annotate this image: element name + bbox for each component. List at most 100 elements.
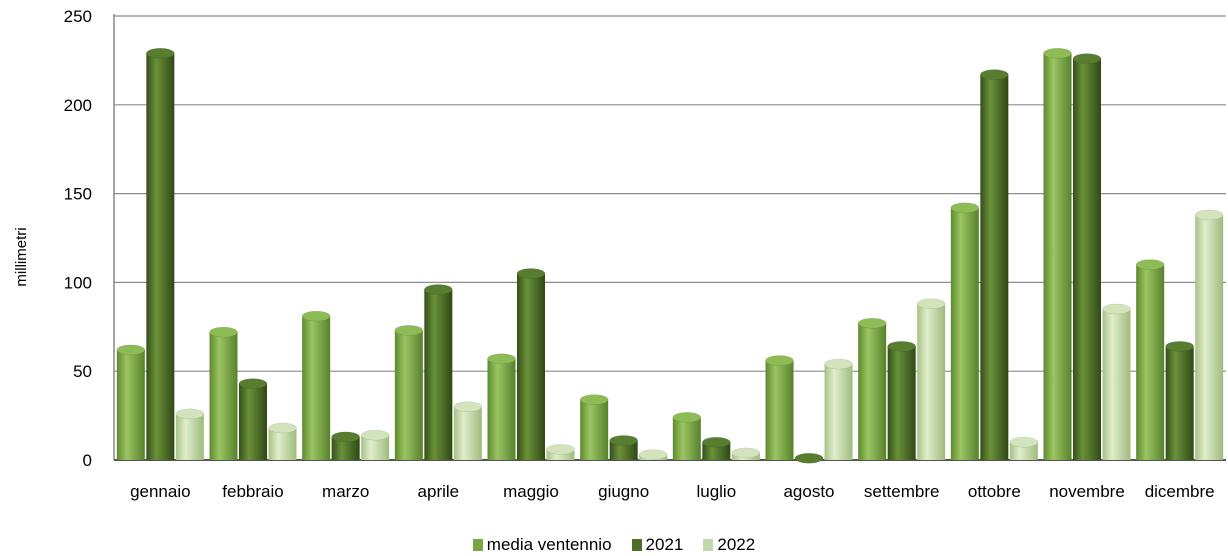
bar-body [546, 449, 575, 460]
bar [638, 449, 668, 460]
bar-top [1194, 209, 1224, 221]
bar-body [1043, 53, 1072, 461]
bar-body [517, 273, 545, 460]
bar-body [672, 417, 701, 460]
bar [487, 353, 516, 460]
bar-body [980, 74, 1009, 460]
category-label: settembre [864, 482, 940, 501]
bar-body [950, 207, 979, 460]
bar-top [516, 268, 546, 279]
category-label: agosto [783, 482, 834, 501]
bar-top [950, 202, 980, 214]
bar [1102, 303, 1131, 460]
bar-top [731, 447, 761, 459]
bar [1135, 259, 1165, 460]
bar [980, 69, 1009, 460]
bar [1043, 48, 1072, 461]
bar-body [175, 413, 204, 460]
bar [1072, 53, 1102, 461]
bar [916, 298, 946, 460]
bar-top [1009, 436, 1039, 448]
bar-top [824, 358, 853, 370]
chart: 0 50 100 150 200 250 gennaio febbraio marzo apri… [13, 7, 1226, 501]
bar-top [175, 408, 205, 420]
bar [175, 408, 205, 460]
bar-top [331, 431, 360, 443]
bar [546, 444, 575, 460]
bar [824, 358, 853, 460]
category-label: dicembre [1145, 482, 1215, 501]
bar-body [331, 436, 360, 460]
axes [113, 14, 1226, 461]
bar [609, 435, 638, 460]
bar [1009, 436, 1039, 460]
bar-body [858, 323, 887, 460]
bar-top [487, 353, 516, 365]
legend-label: 2021 [645, 535, 684, 554]
y-axis-title: millimetri [13, 227, 30, 286]
bar-body [1136, 264, 1165, 460]
category-label: luglio [696, 482, 736, 501]
bar-top [301, 310, 331, 322]
bar-top [1165, 341, 1194, 352]
legend: media ventennio 2021 2022 [0, 535, 1228, 555]
bar [268, 422, 297, 460]
bar-body [1165, 346, 1194, 460]
bar-body [487, 358, 516, 460]
bar-body [239, 383, 267, 460]
bar-top [209, 326, 238, 338]
bar [301, 310, 331, 460]
bar-top [453, 401, 483, 412]
bar-body [580, 399, 609, 460]
bar [238, 378, 268, 460]
bar-body [1009, 442, 1038, 460]
bar [731, 447, 761, 460]
bar-body [765, 360, 794, 460]
category-label: ottobre [968, 482, 1021, 501]
bar-top [765, 355, 794, 366]
bar [765, 355, 794, 460]
bar-top [1072, 53, 1102, 64]
bar [146, 48, 175, 461]
category-label: marzo [322, 482, 369, 501]
bar-top [887, 341, 916, 352]
legend-swatch-2022 [703, 539, 714, 551]
gridlines [114, 15, 1226, 372]
category-label: febbraio [222, 482, 283, 501]
bar [702, 436, 731, 460]
y-tick-label: 50 [73, 362, 92, 381]
category-label: novembre [1049, 482, 1125, 501]
bar-body [268, 428, 297, 460]
bar [887, 341, 916, 460]
bar [1165, 341, 1194, 460]
bar [579, 394, 609, 460]
bar-top [638, 449, 668, 460]
bar-top [1135, 259, 1165, 270]
y-tick-label: 250 [64, 7, 92, 26]
bar [794, 452, 824, 464]
y-tick-label: 100 [64, 273, 92, 292]
category-label: giugno [598, 482, 649, 501]
bar [453, 401, 483, 460]
bar [950, 202, 980, 460]
bar-body [824, 364, 853, 460]
bar-top [116, 344, 146, 356]
legend-swatch-media-ventennio [472, 539, 483, 551]
bar-top [424, 284, 453, 295]
bar-top [916, 298, 946, 309]
bar [331, 431, 360, 460]
bar-top [1102, 303, 1131, 315]
bar-body [1102, 309, 1131, 460]
bar-top [394, 325, 424, 336]
bar-top [702, 436, 731, 448]
bar-top [268, 422, 297, 434]
bar-body [1073, 58, 1101, 461]
bar [209, 326, 238, 460]
bar-body [209, 332, 238, 460]
legend-item-2021: 2021 [631, 535, 684, 555]
bar-top [146, 48, 175, 59]
bar-body [887, 346, 916, 460]
bar [360, 429, 390, 460]
bar-top [980, 69, 1009, 80]
y-tick-label: 0 [83, 451, 92, 470]
